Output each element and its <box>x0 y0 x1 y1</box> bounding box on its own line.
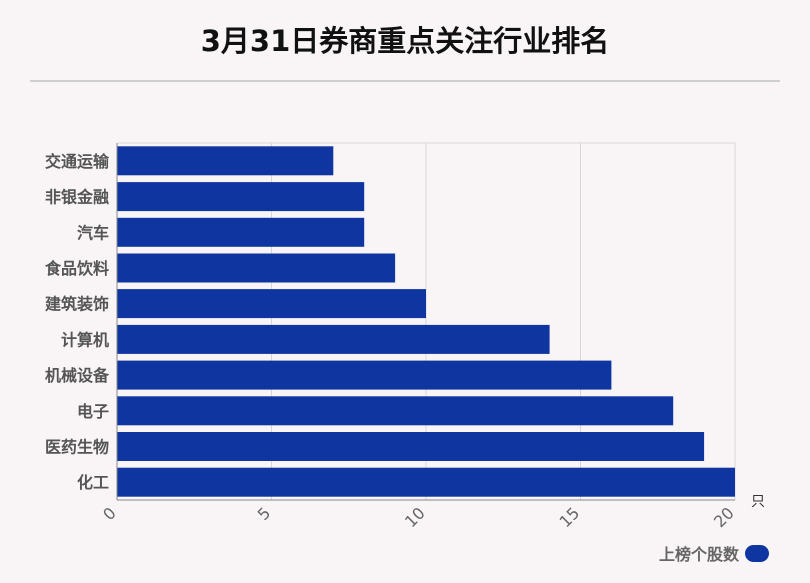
bar-4 <box>117 253 396 283</box>
category-label-6: 计算机 <box>61 330 109 349</box>
chart-title: 3月31日券商重点关注行业排名 <box>200 24 610 58</box>
bar-10 <box>117 467 735 497</box>
bar-7 <box>117 360 612 390</box>
x-tick-label-1: 5 <box>254 503 275 524</box>
x-tick-label-2: 10 <box>401 503 429 531</box>
category-label-4: 食品饮料 <box>44 259 109 278</box>
category-label-9: 医药生物 <box>45 437 109 456</box>
bar-3 <box>117 217 365 247</box>
x-tick-label-4: 20 <box>710 503 738 531</box>
legend-swatch <box>745 544 769 562</box>
x-tick-label-3: 15 <box>555 503 583 531</box>
x-tick-label-0: 0 <box>99 503 120 524</box>
bar-8 <box>117 396 674 426</box>
category-label-7: 机械设备 <box>45 366 110 385</box>
bar-9 <box>117 432 705 461</box>
category-label-3: 汽车 <box>77 223 109 242</box>
category-label-10: 化工 <box>77 473 109 492</box>
bar-1 <box>117 146 334 176</box>
title-divider <box>30 80 780 82</box>
category-label-5: 建筑装饰 <box>45 295 109 314</box>
legend: 上榜个股数 <box>659 541 769 565</box>
category-label-1: 交通运输 <box>45 152 110 171</box>
category-label-8: 电子 <box>77 402 109 421</box>
category-label-2: 非银金融 <box>45 188 109 207</box>
bar-5 <box>117 289 426 319</box>
bar-2 <box>117 182 365 212</box>
x-axis-unit: 只 <box>751 494 765 510</box>
bar-6 <box>117 324 550 354</box>
legend-label: 上榜个股数 <box>658 545 739 564</box>
